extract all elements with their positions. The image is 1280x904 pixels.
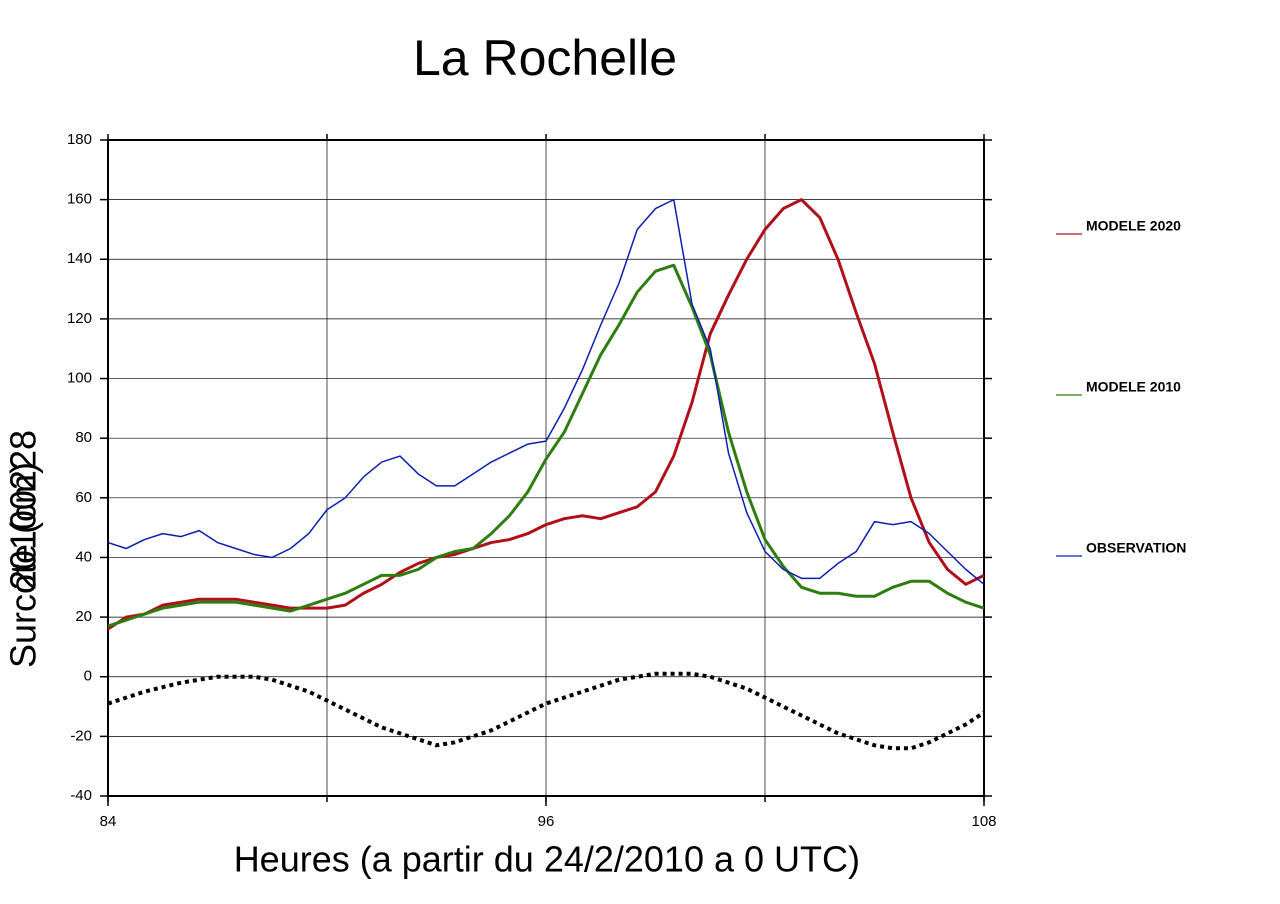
- y-tick-label: 80: [75, 429, 92, 446]
- x-tick-label: 96: [538, 813, 555, 830]
- y-tick-label: 40: [75, 548, 92, 565]
- series-line: [107, 263, 985, 628]
- series-line: [107, 198, 985, 585]
- y-tick-label: -40: [70, 787, 92, 804]
- y-tick-label: 120: [67, 310, 92, 327]
- y-tick-label: 20: [75, 608, 92, 625]
- y-tick-label: 0: [84, 668, 92, 685]
- x-tick-label: 108: [971, 813, 996, 830]
- legend-label: MODELE 2010: [1086, 379, 1181, 395]
- legend-label: MODELE 2020: [1086, 218, 1181, 234]
- chart-title: La Rochelle: [413, 30, 677, 86]
- plot-frame: [107, 139, 985, 797]
- y-tick-label: 140: [67, 250, 92, 267]
- x-tick-label: 84: [100, 813, 117, 830]
- y-tick-label: 60: [75, 489, 92, 506]
- y-tick-label: 100: [67, 370, 92, 387]
- y-tick-label: 180: [67, 131, 92, 148]
- y-tick-label: 160: [67, 191, 92, 208]
- legend-label: OBSERVATION: [1086, 540, 1186, 556]
- date-label: 20100228: [3, 430, 44, 590]
- series-line: [107, 198, 985, 631]
- y-axis-label: Surcote (cm): [3, 462, 44, 668]
- series-line: [107, 671, 986, 751]
- x-axis-label: Heures (a partir du 24/2/2010 a 0 UTC): [234, 839, 860, 880]
- y-tick-label: -20: [70, 727, 92, 744]
